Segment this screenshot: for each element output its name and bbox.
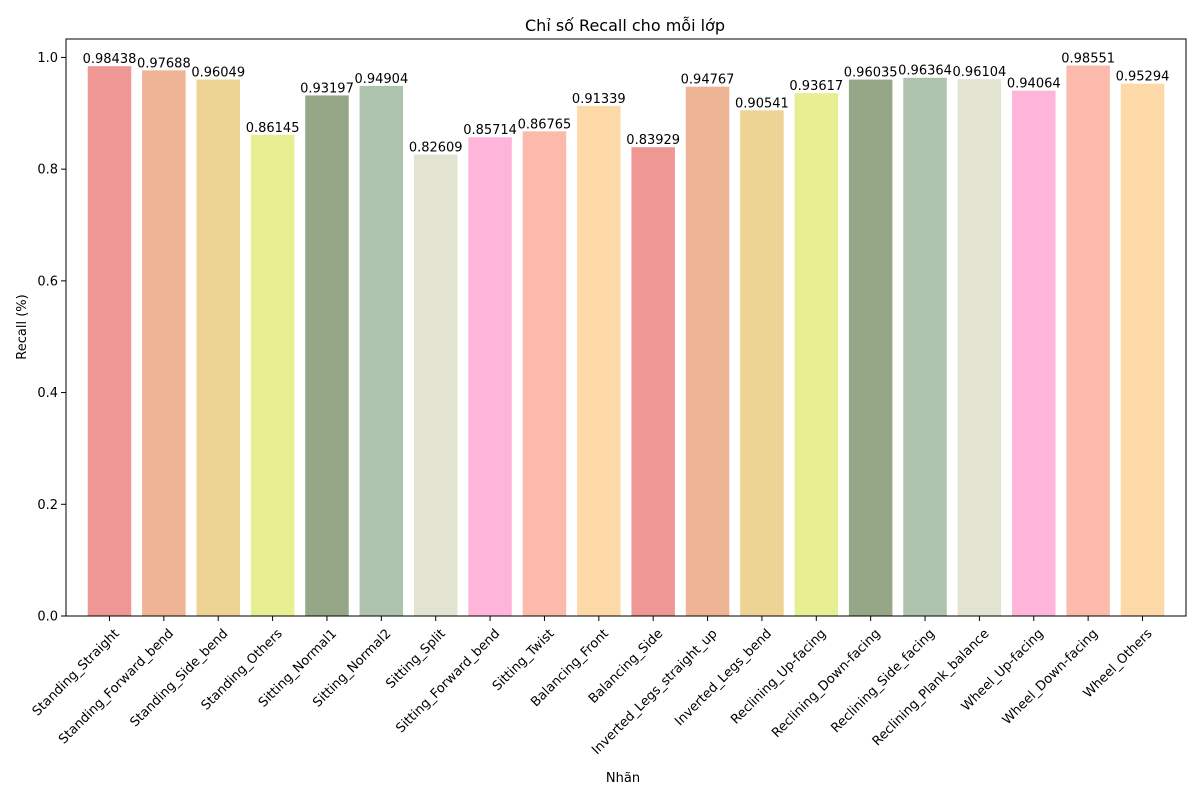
bar-value-label: 0.85714: [463, 123, 517, 138]
y-tick-label: 0.6: [37, 274, 58, 289]
bar: [685, 86, 730, 616]
bar: [577, 105, 621, 616]
bar-value-label: 0.86145: [246, 121, 300, 136]
y-tick-label: 1.0: [37, 51, 58, 66]
x-tick-label: Reclining_Side_facing: [828, 626, 938, 736]
bar-value-label: 0.91339: [572, 92, 626, 107]
bar: [87, 66, 132, 616]
y-tick-label: 0.8: [37, 163, 58, 178]
bar-value-label: 0.94064: [1007, 77, 1061, 92]
bar-value-label: 0.95294: [1116, 70, 1170, 85]
bar: [1066, 65, 1110, 616]
bar: [794, 93, 839, 617]
bar: [1120, 83, 1165, 617]
x-tick-label: Reclining_Down-facing: [769, 626, 884, 741]
bar-value-label: 0.96049: [191, 66, 245, 81]
x-tick-label: Standing_Straight: [30, 626, 123, 719]
bar-value-label: 0.82609: [409, 141, 463, 156]
bar: [903, 77, 947, 617]
axes-frame: [65, 38, 1187, 617]
bar: [957, 79, 1002, 616]
x-tick-label: Standing_Side_bend: [127, 626, 231, 730]
bar-value-label: 0.86765: [518, 117, 572, 132]
bar: [848, 79, 893, 616]
x-tick-label: Inverted_Legs_bend: [672, 626, 775, 729]
bar-value-label: 0.94904: [354, 72, 408, 87]
bar-value-label: 0.83929: [626, 133, 680, 148]
y-tick-label: 0.2: [37, 498, 58, 513]
bar-value-label: 0.94767: [681, 73, 735, 88]
bar: [468, 137, 512, 617]
bar: [522, 131, 567, 617]
bar-value-label: 0.93197: [300, 81, 354, 96]
x-axis-label: Nhãn: [606, 771, 640, 786]
y-tick-label: 0.0: [37, 610, 58, 625]
bar-value-label: 0.96035: [844, 66, 898, 81]
bar-value-label: 0.90541: [735, 96, 789, 111]
x-tick-label: Wheel_Down-facing: [1000, 626, 1101, 727]
bar: [413, 154, 458, 616]
bar: [250, 134, 295, 616]
bar: [196, 79, 240, 616]
bar: [631, 147, 675, 616]
bar: [740, 110, 784, 617]
bar: [305, 95, 349, 617]
bar: [1012, 90, 1056, 617]
y-tick-label: 0.4: [37, 386, 58, 401]
plot-area: 0.98438 Standing_Straight 0.97688 Standing_…: [30, 38, 1187, 758]
x-tick-label: Reclining_Up-facing: [728, 626, 829, 727]
y-axis-label: Recall (%): [15, 294, 30, 359]
bar: [359, 85, 404, 616]
bar-value-label: 0.93617: [789, 79, 843, 94]
x-tick-label: Sitting_Forward_bend: [393, 626, 503, 736]
bar-value-label: 0.97688: [137, 56, 191, 71]
bar-value-label: 0.98551: [1061, 52, 1115, 67]
chart-title: Chỉ số Recall cho mỗi lớp: [525, 16, 725, 35]
bar-value-label: 0.96364: [898, 64, 952, 79]
bar: [142, 70, 186, 617]
bar-value-label: 0.96104: [953, 65, 1007, 80]
x-tick-label: Standing_Forward_bend: [56, 626, 177, 747]
bar-value-label: 0.98438: [83, 52, 137, 67]
